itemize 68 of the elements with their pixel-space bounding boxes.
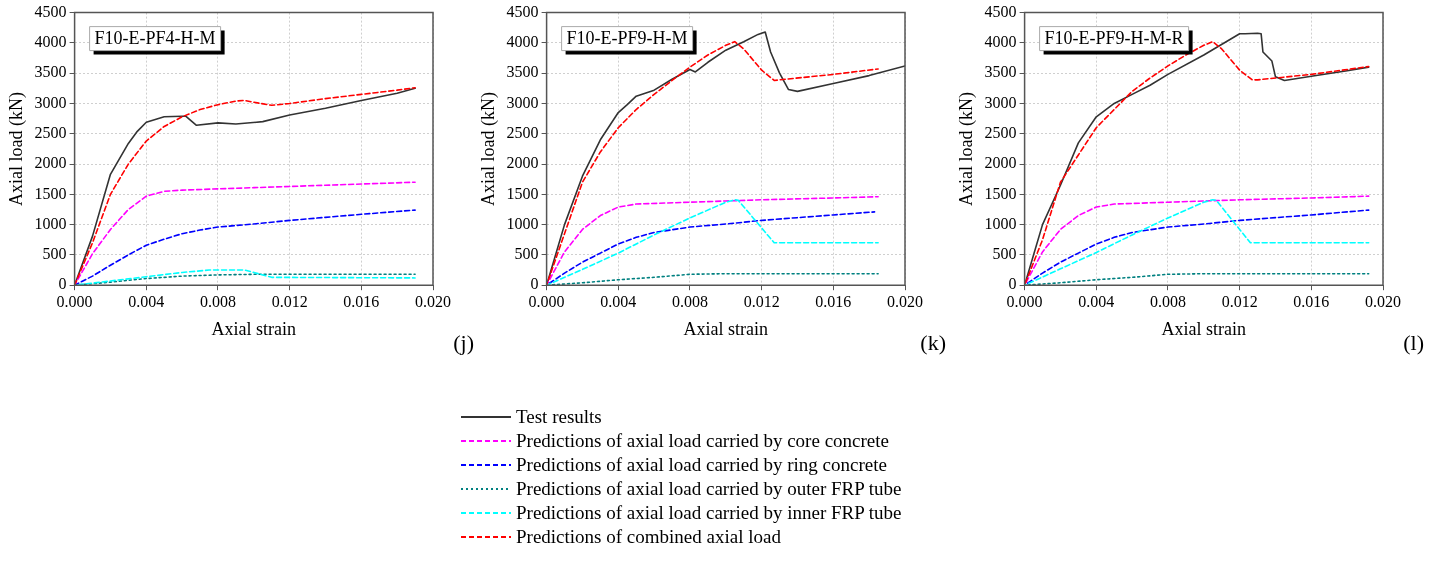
legend-label: Test results bbox=[516, 406, 602, 428]
text: (l) bbox=[1403, 329, 1424, 355]
y-tick-label: 4500 bbox=[506, 2, 539, 20]
text: (k) bbox=[920, 329, 946, 355]
y-axis-title: Axial load (kN) bbox=[5, 91, 27, 206]
y-tick-label: 2000 bbox=[34, 154, 67, 172]
x-axis-title: Axial strain bbox=[1161, 318, 1247, 339]
x-axis-title: Axial strain bbox=[683, 318, 769, 339]
y-tick-label: 1500 bbox=[984, 184, 1017, 202]
legend-label: Predictions of axial load carried by ring concrete bbox=[516, 454, 887, 476]
y-tick-label: 1000 bbox=[34, 214, 67, 232]
y-tick-label: 3000 bbox=[34, 93, 67, 111]
x-tick-label: 0.020 bbox=[415, 293, 451, 310]
y-tick-label: 2500 bbox=[984, 123, 1017, 141]
x-tick-label: 0.012 bbox=[271, 293, 308, 310]
x-tick-label: 0.000 bbox=[56, 293, 93, 310]
y-axis-title: Axial load (kN) bbox=[955, 91, 977, 206]
legend-label: Predictions of axial load carried by inner FRP tube bbox=[516, 502, 902, 524]
text: (j) bbox=[453, 329, 474, 355]
line-series bbox=[546, 211, 876, 286]
x-tick-label: 0.008 bbox=[671, 293, 708, 310]
x-tick-label: 0.012 bbox=[1221, 293, 1258, 310]
y-tick-label: 0 bbox=[530, 275, 539, 293]
y-tick-label: 500 bbox=[514, 245, 539, 263]
x-tick-label: 0.004 bbox=[1078, 293, 1115, 310]
x-tick-label: 0.000 bbox=[528, 293, 565, 310]
y-tick-label: 4000 bbox=[506, 33, 539, 51]
x-tick-label: 0.004 bbox=[128, 293, 165, 310]
x-tick-label: 0.016 bbox=[1293, 293, 1330, 310]
x-tick-label: 0.000 bbox=[1006, 293, 1043, 310]
y-tick-label: 2500 bbox=[506, 123, 539, 141]
x-tick-label: 0.008 bbox=[199, 293, 236, 310]
legend-label: Predictions of axial load carried by outer FRP tube bbox=[516, 478, 902, 500]
y-tick-label: 2000 bbox=[984, 154, 1017, 172]
x-tick-label: 0.016 bbox=[815, 293, 852, 310]
line-series bbox=[74, 209, 416, 286]
x-axis-title: Axial strain bbox=[211, 318, 297, 339]
annotation: F10-E-PF9-H-M-R bbox=[1044, 28, 1184, 49]
y-tick-label: 3500 bbox=[984, 63, 1017, 81]
y-tick-label: 0 bbox=[1008, 275, 1017, 293]
y-tick-label: 3000 bbox=[984, 93, 1017, 111]
y-tick-label: 500 bbox=[42, 245, 67, 263]
legend-label: Predictions of combined axial load bbox=[516, 526, 781, 548]
y-tick-label: 3500 bbox=[34, 63, 67, 81]
y-tick-label: 3500 bbox=[506, 63, 539, 81]
annotation: F10-E-PF4-H-M bbox=[94, 28, 216, 49]
x-tick-label: 0.020 bbox=[887, 293, 923, 310]
y-tick-label: 4000 bbox=[984, 33, 1017, 51]
y-tick-label: 1000 bbox=[984, 214, 1017, 232]
x-tick-label: 0.004 bbox=[600, 293, 637, 310]
x-tick-label: 0.008 bbox=[1149, 293, 1186, 310]
y-tick-label: 4000 bbox=[34, 33, 67, 51]
y-tick-label: 4500 bbox=[34, 2, 67, 20]
annotation: F10-E-PF9-H-M bbox=[566, 28, 688, 49]
y-axis-title: Axial load (kN) bbox=[477, 91, 499, 206]
y-tick-label: 2500 bbox=[34, 123, 67, 141]
x-tick-label: 0.020 bbox=[1365, 293, 1401, 310]
y-tick-label: 3000 bbox=[506, 93, 539, 111]
y-tick-label: 1000 bbox=[506, 214, 539, 232]
legend-label: Predictions of axial load carried by core concrete bbox=[516, 430, 889, 452]
y-tick-label: 1500 bbox=[34, 184, 67, 202]
x-tick-label: 0.012 bbox=[743, 293, 780, 310]
y-tick-label: 0 bbox=[58, 275, 67, 293]
x-tick-label: 0.016 bbox=[343, 293, 380, 310]
y-tick-label: 500 bbox=[992, 245, 1017, 263]
y-tick-label: 4500 bbox=[984, 2, 1017, 20]
y-tick-label: 2000 bbox=[506, 154, 539, 172]
y-tick-label: 1500 bbox=[506, 184, 539, 202]
